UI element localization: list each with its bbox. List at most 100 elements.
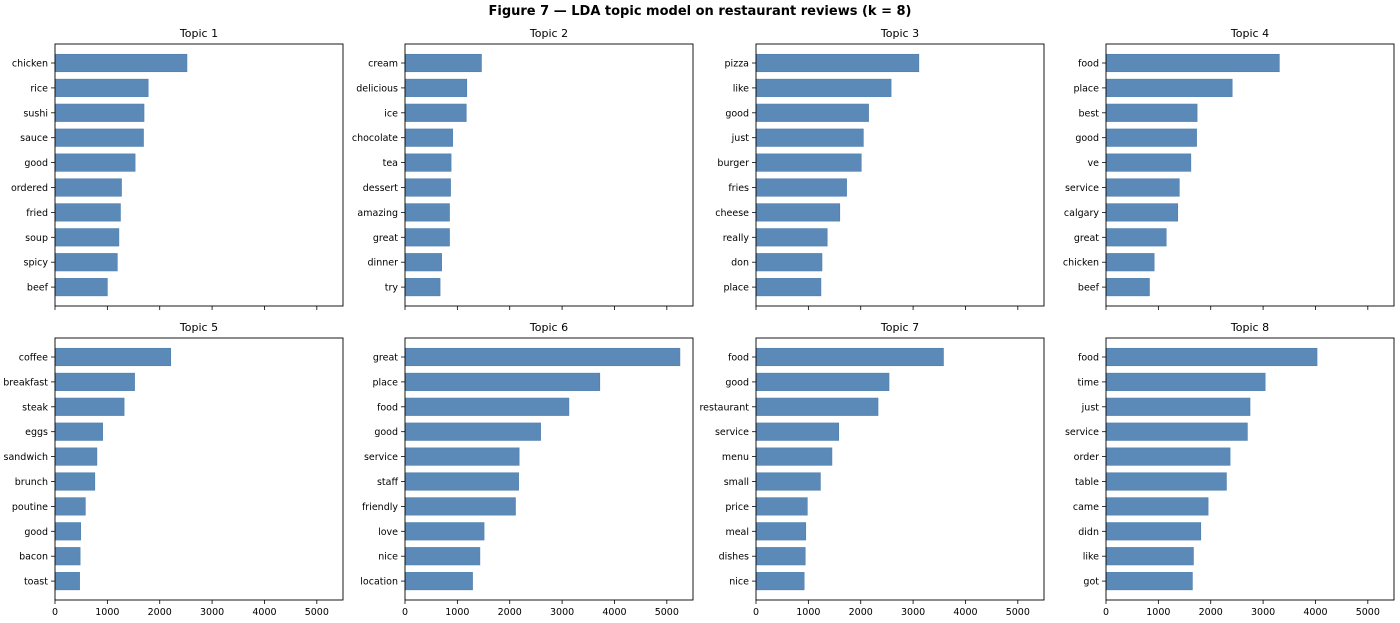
xtick-label: 3000 (901, 607, 925, 618)
ytick-label-didn: didn (1078, 527, 1099, 538)
bar-topic-1-chicken (54, 53, 188, 73)
ytick-label-service: service (715, 427, 749, 438)
bar-topic-7-food (755, 347, 944, 367)
bar-topic-1-spicy (54, 253, 118, 272)
bar-topic-7-service (755, 422, 840, 441)
ytick-label-coffee: coffee (19, 353, 48, 364)
xtick-label: 2000 (148, 607, 172, 618)
bar-topic-5-bacon (54, 547, 81, 566)
bar-topic-4-calgary (1105, 203, 1179, 222)
ytick-label-sauce: sauce (20, 133, 48, 144)
xtick-label: 0 (1103, 607, 1109, 618)
xtick-label: 5000 (305, 607, 329, 618)
bar-topic-5-poutine (54, 497, 86, 516)
xtick-label: 0 (52, 607, 58, 618)
bar-topic-5-sandwich (54, 447, 98, 466)
bar-topic-3-like (755, 78, 892, 97)
subplot-title-topic-4: Topic 4 (1230, 27, 1269, 40)
ytick-label-price: price (725, 502, 749, 513)
bar-topic-8-came (1105, 497, 1209, 516)
xtick-label: 0 (402, 607, 408, 618)
bar-topic-4-beef (1105, 278, 1150, 297)
ytick-label-table: table (1075, 477, 1099, 488)
ytick-label-small: small (724, 477, 749, 488)
ytick-label-place: place (723, 283, 749, 294)
ytick-label-chicken: chicken (1063, 258, 1099, 269)
bar-topic-5-toast (54, 572, 80, 591)
bar-topic-7-price (755, 497, 808, 516)
bar-topic-3-cheese (755, 203, 841, 222)
bar-topic-5-steak (54, 397, 125, 416)
ytick-label-nice: nice (378, 552, 398, 563)
bar-topic-8-order (1105, 447, 1231, 466)
ytick-label-great: great (373, 233, 398, 244)
ytick-label-rice: rice (30, 83, 48, 94)
ytick-label-fried: fried (26, 208, 48, 219)
xtick-label: 1000 (1146, 607, 1170, 618)
bar-topic-1-rice (54, 78, 149, 97)
xtick-label: 1000 (95, 607, 119, 618)
xtick-label: 4000 (1303, 607, 1327, 618)
ytick-label-just: just (731, 133, 750, 144)
ytick-label-calgary: calgary (1064, 208, 1099, 219)
ytick-label-beef: beef (1078, 283, 1100, 294)
xtick-label: 2000 (849, 607, 873, 618)
ytick-label-restaurant: restaurant (699, 402, 749, 413)
subplot-title-topic-6: Topic 6 (529, 321, 568, 334)
ytick-label-cream: cream (368, 59, 398, 70)
xtick-label: 4000 (953, 607, 977, 618)
bar-topic-6-place (404, 372, 601, 391)
bar-topic-5-good (54, 522, 81, 541)
bar-topic-4-service (1105, 178, 1180, 197)
ytick-label-beef: beef (27, 283, 49, 294)
xtick-label: 2000 (498, 607, 522, 618)
ytick-label-ordered: ordered (11, 183, 48, 194)
axes-frame-topic-8 (1105, 337, 1395, 601)
bar-topic-4-best (1105, 103, 1198, 122)
bar-topic-2-delicious (404, 78, 468, 97)
bar-topic-2-try (404, 278, 441, 297)
xtick-label: 1000 (445, 607, 469, 618)
axes-frame-topic-5 (54, 337, 344, 601)
bar-topic-6-service (404, 447, 520, 466)
ytick-label-soup: soup (25, 233, 48, 244)
ytick-label-fries: fries (728, 183, 749, 194)
bar-topic-1-sauce (54, 128, 144, 147)
ytick-label-eggs: eggs (25, 427, 48, 438)
bar-topic-1-ordered (54, 178, 122, 197)
bar-topic-2-dessert (404, 178, 451, 197)
bar-topic-5-coffee (54, 347, 172, 367)
ytick-label-burger: burger (717, 158, 749, 169)
ytick-label-food: food (1078, 353, 1099, 364)
bar-topic-4-ve (1105, 153, 1192, 172)
ytick-label-food: food (1078, 59, 1099, 70)
bar-topic-2-chocolate (404, 128, 453, 147)
subplot-title-topic-7: Topic 7 (880, 321, 919, 334)
bar-topic-8-like (1105, 547, 1194, 566)
bar-topic-3-fries (755, 178, 847, 197)
subplot-title-topic-1: Topic 1 (179, 27, 218, 40)
ytick-label-service: service (364, 452, 398, 463)
ytick-label-just: just (1081, 402, 1100, 413)
ytick-label-spicy: spicy (24, 258, 49, 269)
ytick-label-chicken: chicken (12, 59, 48, 70)
subplot-title-topic-3: Topic 3 (880, 27, 919, 40)
xtick-label: 5000 (1006, 607, 1030, 618)
figure-title: Figure 7 — LDA topic model on restaurant… (488, 4, 912, 19)
xtick-label: 4000 (602, 607, 626, 618)
bar-topic-3-don (755, 253, 823, 272)
ytick-label-sushi: sushi (23, 108, 48, 119)
subplot-title-topic-5: Topic 5 (179, 321, 218, 334)
bar-topic-6-great (404, 347, 681, 367)
bar-topic-4-good (1105, 128, 1197, 147)
ytick-label-nice: nice (729, 577, 749, 588)
ytick-label-try: try (385, 283, 399, 294)
axes-frame-topic-2 (404, 43, 694, 307)
bar-topic-7-meal (755, 522, 807, 541)
bar-topic-5-eggs (54, 422, 103, 441)
bar-topic-2-great (404, 228, 450, 247)
ytick-label-ice: ice (384, 108, 398, 119)
ytick-label-place: place (372, 377, 398, 388)
ytick-label-place: place (1073, 83, 1099, 94)
